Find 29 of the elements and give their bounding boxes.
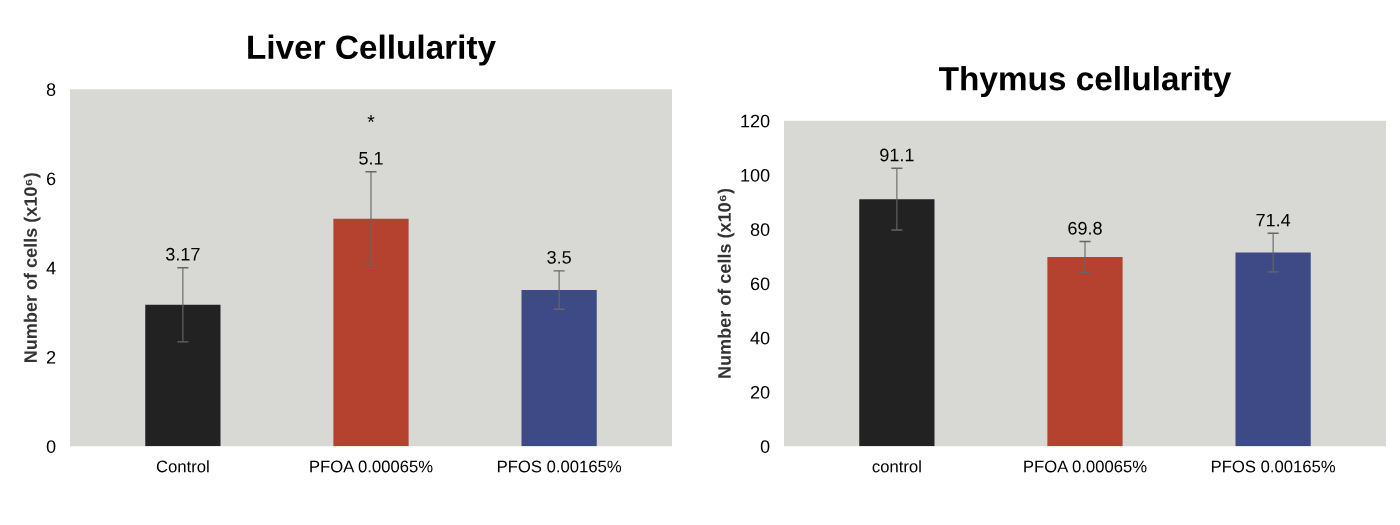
y-axis-title: Number of cells (x10⁶) [23, 173, 41, 362]
x-tick-label: PFOS 0.00165% [1211, 460, 1336, 473]
chart-title: Thymus cellularity [939, 66, 1232, 98]
y-tick-label: 4 [46, 261, 56, 275]
y-tick-label: 60 [750, 277, 770, 291]
x-tick-label: control [872, 460, 921, 473]
y-tick-label: 20 [750, 385, 770, 399]
x-tick-label: PFOA 0.00065% [310, 460, 433, 473]
data-label: 3.5 [547, 250, 571, 264]
x-tick-label: Control [156, 460, 209, 473]
chart-title: Liver Cellularity [248, 34, 496, 66]
y-tick-label: 0 [46, 440, 56, 453]
data-label: 91.1 [880, 148, 914, 162]
y-tick-label: 2 [46, 350, 56, 364]
y-tick-label: 0 [760, 440, 770, 453]
y-tick-label: 8 [46, 83, 56, 96]
y-tick-label: 80 [750, 223, 770, 236]
data-label: 5.1 [359, 152, 383, 165]
data-label: 3.17 [165, 247, 200, 261]
x-tick-label: PFOA 0.00065% [1024, 460, 1147, 473]
y-axis-title: Number of cells (x10⁶) [717, 188, 735, 378]
annotation: * [367, 115, 375, 122]
x-tick-label: PFOS 0.00165% [497, 460, 622, 473]
y-tick-label: 40 [750, 331, 770, 345]
y-tick-label: 6 [46, 172, 56, 186]
y-tick-label: 120 [741, 114, 770, 128]
y-tick-label: 100 [741, 168, 770, 182]
data-label: 71.4 [1256, 213, 1291, 227]
data-label: 69.8 [1068, 221, 1102, 235]
